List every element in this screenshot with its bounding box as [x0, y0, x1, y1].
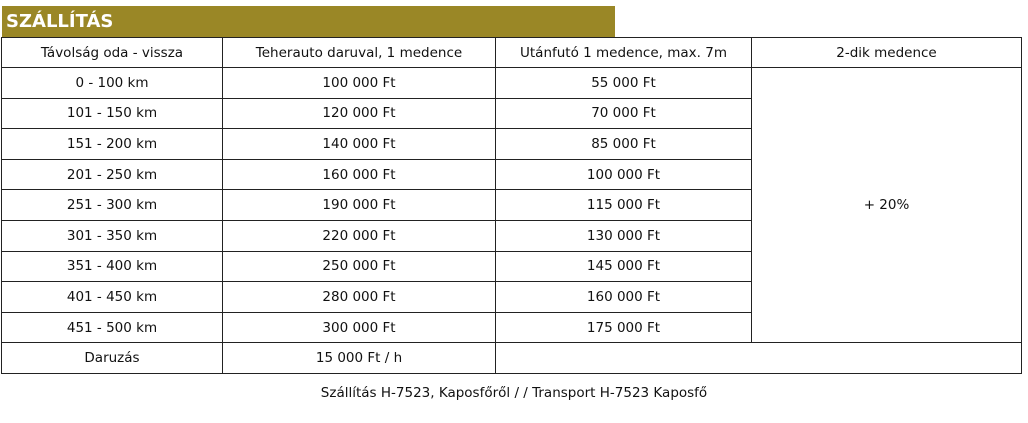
trailer-price-cell: 70 000 Ft: [495, 97, 752, 130]
trailer-price-cell: 130 000 Ft: [495, 219, 752, 252]
trailer-price-cell: 160 000 Ft: [495, 281, 752, 313]
truck-price-cell: 190 000 Ft: [222, 189, 496, 221]
table-row: 251 - 300 km 190 000 Ft 115 000 Ft: [1, 189, 1022, 221]
table-header-row: Távolság oda - vissza Teherauto daruval,…: [1, 37, 1022, 68]
crane-row: Daruzás 15 000 Ft / h: [1, 342, 1022, 374]
truck-price-cell: 220 000 Ft: [222, 219, 496, 252]
distance-cell: 351 - 400 km: [1, 250, 223, 283]
truck-price-cell: 160 000 Ft: [222, 158, 496, 191]
table-row: 351 - 400 km 250 000 Ft 145 000 Ft: [1, 250, 1022, 283]
trailer-price-cell: 175 000 Ft: [495, 311, 752, 344]
truck-price-cell: 280 000 Ft: [222, 281, 496, 313]
table-row: 0 - 100 km 100 000 Ft 55 000 Ft + 20%: [1, 66, 1022, 344]
table-row: 201 - 250 km 160 000 Ft 100 000 Ft: [1, 158, 1022, 191]
trailer-price-cell: 55 000 Ft: [495, 67, 752, 99]
trailer-price-cell: 115 000 Ft: [495, 189, 752, 221]
second-pool-cell: + 20%: [751, 66, 1022, 344]
shipping-price-table: Távolság oda - vissza Teherauto daruval,…: [1, 37, 1022, 374]
trailer-price-cell: 100 000 Ft: [495, 158, 752, 191]
distance-cell: 0 - 100 km: [1, 67, 223, 99]
header-truck-crane: Teherauto daruval, 1 medence: [222, 37, 496, 68]
section-title: SZÁLLÍTÁS: [2, 6, 615, 37]
truck-price-cell: 140 000 Ft: [222, 128, 496, 160]
empty-cell: [495, 342, 1022, 374]
distance-cell: 401 - 450 km: [1, 281, 223, 313]
distance-cell: 301 - 350 km: [1, 219, 223, 252]
distance-cell: 451 - 500 km: [1, 311, 223, 344]
table-row: 401 - 450 km 280 000 Ft 160 000 Ft: [1, 281, 1022, 313]
truck-price-cell: 120 000 Ft: [222, 97, 496, 130]
table-row: 451 - 500 km 300 000 Ft 175 000 Ft: [1, 311, 1022, 344]
table-row: 151 - 200 km 140 000 Ft 85 000 Ft: [1, 128, 1022, 160]
header-distance: Távolság oda - vissza: [1, 37, 223, 68]
truck-price-cell: 100 000 Ft: [222, 67, 496, 99]
distance-cell: 151 - 200 km: [1, 128, 223, 160]
truck-price-cell: 250 000 Ft: [222, 250, 496, 283]
trailer-price-cell: 145 000 Ft: [495, 250, 752, 283]
trailer-price-cell: 85 000 Ft: [495, 128, 752, 160]
crane-price: 15 000 Ft / h: [222, 342, 496, 374]
footer-note: Szállítás H-7523, Kaposfőről / / Transpo…: [320, 385, 708, 401]
distance-cell: 201 - 250 km: [1, 158, 223, 191]
distance-cell: 251 - 300 km: [1, 189, 223, 221]
table-row: 301 - 350 km 220 000 Ft 130 000 Ft: [1, 219, 1022, 252]
distance-cell: 101 - 150 km: [1, 97, 223, 130]
table-row: 101 - 150 km 120 000 Ft 70 000 Ft: [1, 97, 1022, 130]
crane-label: Daruzás: [1, 342, 223, 374]
header-trailer: Utánfutó 1 medence, max. 7m: [495, 37, 752, 68]
truck-price-cell: 300 000 Ft: [222, 311, 496, 344]
header-second-pool: 2-dik medence: [751, 37, 1022, 68]
